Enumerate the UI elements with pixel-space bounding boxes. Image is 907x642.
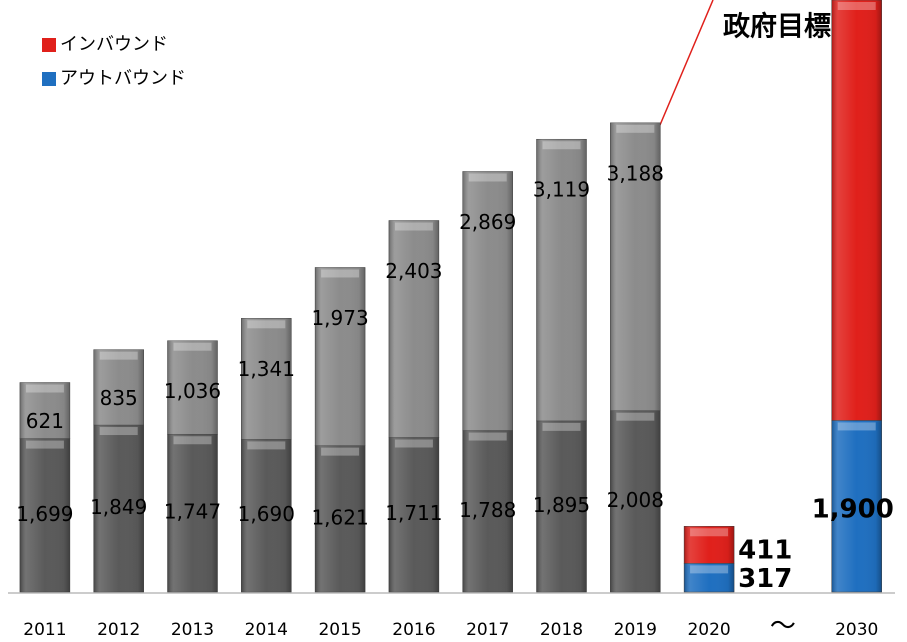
bar-cap <box>394 222 433 231</box>
bar-shade <box>536 420 587 592</box>
value-label: 1,973 <box>311 306 368 330</box>
bar-shade <box>93 349 144 426</box>
bar-cap <box>247 441 286 450</box>
x-tick-label: 2015 <box>318 620 361 638</box>
bar-shade <box>462 430 513 592</box>
value-label: 1,747 <box>164 500 221 524</box>
value-label: 1,849 <box>90 495 147 519</box>
bar-shade <box>388 220 439 438</box>
legend-swatch <box>42 38 56 52</box>
value-label: 3,188 <box>607 161 664 185</box>
value-label: 2,869 <box>459 210 516 234</box>
bar-shade <box>315 267 366 446</box>
x-tick-label: 〜 <box>770 612 796 639</box>
bar-cap <box>837 422 876 431</box>
bar-shade <box>462 171 513 431</box>
value-label: 1,699 <box>16 502 73 526</box>
bar-cap <box>616 412 655 421</box>
bar-shade <box>19 438 70 592</box>
bar-shade <box>388 437 439 592</box>
value-label: 1,621 <box>311 505 368 529</box>
x-tick-label: 2016 <box>392 620 435 638</box>
bar-cap <box>468 432 507 441</box>
annotation: 政府目標 <box>723 11 831 43</box>
x-tick-label: 2013 <box>171 620 214 638</box>
value-label: 3,119 <box>533 178 590 202</box>
value-label: 317 <box>738 564 792 594</box>
value-label: 1,788 <box>459 498 516 522</box>
value-label: 1,341 <box>238 357 295 381</box>
x-tick-label: 2011 <box>23 620 66 638</box>
x-tick-label: 2019 <box>614 620 657 638</box>
bar-shade <box>610 122 661 411</box>
bar-cap <box>690 565 729 574</box>
bar-shade <box>315 445 366 592</box>
bar-shade <box>241 439 292 592</box>
bar-shade <box>19 382 70 439</box>
bar-cap <box>173 342 212 351</box>
bar-cap <box>99 427 138 436</box>
bar-cap <box>837 2 876 10</box>
bar-cap <box>690 528 729 537</box>
legend-swatch <box>42 72 56 86</box>
bar-shade <box>167 340 218 435</box>
bar-cap <box>542 141 581 150</box>
bar-shade <box>167 434 218 592</box>
x-tick-label: 2030 <box>835 620 878 638</box>
value-label: 835 <box>100 386 138 410</box>
bar-shade <box>536 139 587 421</box>
bar-cap <box>616 124 655 133</box>
value-label: 1,036 <box>164 379 221 403</box>
value-label: 1,690 <box>238 502 295 526</box>
bar-cap <box>247 320 286 329</box>
bar-cap <box>468 173 507 182</box>
value-label: 2,403 <box>385 259 442 283</box>
x-tick-label: 2012 <box>97 620 140 638</box>
bar-shade <box>831 420 882 592</box>
value-label: 1,895 <box>533 493 590 517</box>
bar-cap <box>321 269 360 278</box>
bar-cap <box>542 422 581 431</box>
value-label: 411 <box>738 535 792 565</box>
bar-cap <box>99 351 138 360</box>
x-tick-label: 2018 <box>540 620 583 638</box>
value-label: 1,711 <box>385 501 442 525</box>
value-label: 1,900 <box>812 495 894 525</box>
bar-shade <box>684 563 735 592</box>
x-tick-label: 2017 <box>466 620 509 638</box>
legend-label: インバウンド <box>60 34 168 55</box>
bar-cap <box>394 439 433 448</box>
x-tick-label: 2014 <box>245 620 288 638</box>
bar-cap <box>25 440 64 449</box>
value-label: 621 <box>26 409 64 433</box>
bar-shade <box>831 0 882 421</box>
bar-cap <box>321 447 360 456</box>
legend-label: アウトバウンド <box>60 68 186 89</box>
bar-cap <box>173 436 212 445</box>
target-line <box>659 0 714 126</box>
bar-shade <box>241 318 292 440</box>
value-label: 2,008 <box>607 488 664 512</box>
bar-shade <box>684 526 735 564</box>
x-tick-label: 2020 <box>687 620 730 638</box>
bar-shade <box>610 410 661 592</box>
bar-shade <box>93 425 144 592</box>
bar-cap <box>25 384 64 393</box>
